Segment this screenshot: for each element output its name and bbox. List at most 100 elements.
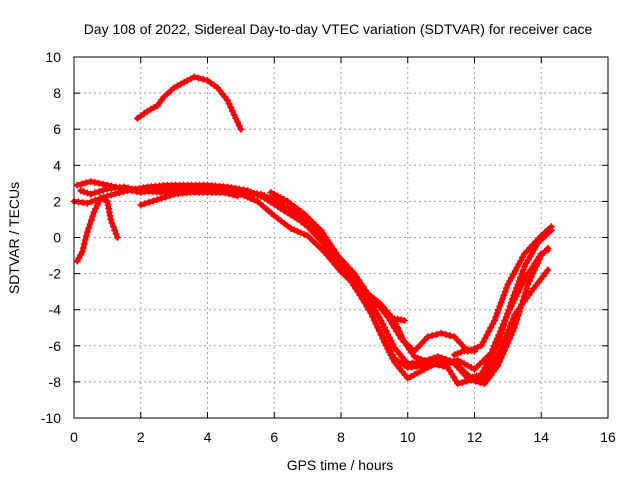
- data-point-marker: [518, 300, 526, 308]
- data-point-marker: [145, 198, 153, 206]
- data-point-marker: [108, 182, 115, 190]
- data-point-marker: [387, 351, 395, 359]
- data-point-marker: [410, 353, 418, 361]
- data-point-marker: [547, 226, 555, 234]
- data-point-marker: [297, 229, 305, 237]
- data-point-marker: [372, 320, 380, 328]
- data-point-marker: [463, 377, 471, 385]
- data-point-marker: [290, 226, 298, 234]
- data-point-marker: [491, 356, 499, 364]
- data-point-marker: [149, 186, 157, 194]
- data-point-marker: [220, 188, 228, 196]
- data-point-marker: [474, 343, 482, 351]
- data-point-marker: [103, 181, 111, 189]
- data-point-marker: [493, 309, 501, 317]
- data-point-marker: [454, 380, 462, 388]
- data-point-marker: [153, 186, 161, 193]
- data-point-marker: [404, 360, 412, 368]
- data-point-marker: [112, 230, 120, 238]
- data-point-marker: [458, 379, 466, 386]
- series-arc-5: [270, 194, 552, 388]
- data-point-marker: [83, 189, 91, 197]
- data-point-marker: [374, 324, 382, 332]
- data-point-marker: [428, 332, 436, 340]
- data-point-marker: [116, 184, 124, 192]
- data-point-marker: [360, 299, 368, 306]
- data-point-marker: [93, 201, 101, 209]
- data-point-marker: [87, 216, 95, 224]
- data-point-marker: [435, 361, 443, 369]
- data-point-marker: [379, 335, 387, 343]
- data-point-marker: [124, 186, 132, 194]
- data-point-marker: [498, 329, 505, 337]
- data-point-marker: [513, 284, 521, 292]
- data-point-marker: [80, 240, 88, 248]
- data-point-marker: [499, 350, 507, 358]
- data-point-marker: [166, 192, 174, 199]
- x-axis-label: GPS time / hours: [287, 457, 394, 473]
- x-tick-label: 6: [270, 429, 278, 445]
- data-point-marker: [397, 331, 405, 339]
- data-point-marker: [377, 331, 385, 339]
- data-point-marker: [507, 299, 515, 306]
- x-tick-label: 8: [337, 429, 345, 445]
- data-point-marker: [128, 187, 136, 195]
- data-point-marker: [153, 196, 161, 204]
- data-point-marker: [224, 96, 231, 104]
- data-point-marker: [502, 314, 510, 322]
- data-point-marker: [105, 205, 113, 213]
- data-point-marker: [515, 308, 523, 316]
- data-point-marker: [149, 197, 157, 205]
- data-point-marker: [509, 328, 517, 335]
- data-point-marker: [467, 346, 475, 354]
- data-point-marker: [437, 329, 445, 337]
- data-point-marker: [141, 188, 149, 196]
- data-point-marker: [137, 188, 145, 196]
- data-point-marker: [544, 266, 552, 274]
- y-tick-label: -10: [41, 410, 61, 426]
- data-point-marker: [471, 347, 478, 355]
- data-point-marker: [382, 327, 390, 335]
- data-point-marker: [473, 372, 481, 380]
- data-point-marker: [264, 193, 272, 201]
- y-tick-label: -8: [49, 374, 62, 390]
- series-arc-7: [73, 194, 121, 265]
- series-arc-4: [267, 188, 555, 382]
- data-point-marker: [414, 354, 422, 362]
- data-point-marker: [87, 198, 95, 206]
- data-point-marker: [232, 114, 240, 122]
- data-point-marker: [112, 183, 120, 191]
- chart-title: Day 108 of 2022, Sidereal Day-to-day VTE…: [84, 21, 593, 37]
- data-point-marker: [424, 333, 432, 341]
- data-point-marker: [514, 312, 522, 320]
- data-point-marker: [82, 232, 90, 240]
- data-point-marker: [95, 179, 103, 187]
- data-point-marker: [108, 219, 116, 227]
- data-point-marker: [518, 270, 526, 278]
- data-point-marker: [300, 230, 308, 238]
- data-point-marker: [405, 345, 413, 353]
- data-point-marker: [522, 288, 529, 296]
- data-point-marker: [99, 180, 107, 188]
- data-point-marker: [234, 118, 241, 126]
- data-point-marker: [514, 280, 522, 288]
- data-point-marker: [510, 291, 518, 299]
- data-point-marker: [399, 335, 407, 343]
- data-point-marker: [111, 226, 119, 234]
- data-point-marker: [78, 248, 86, 256]
- data-point-marker: [158, 194, 166, 202]
- data-point-marker: [494, 362, 502, 370]
- data-point-marker: [499, 295, 506, 303]
- data-point-marker: [501, 347, 508, 354]
- data-point-marker: [523, 284, 531, 292]
- data-point-marker: [477, 342, 485, 350]
- y-tick-label: 8: [53, 85, 61, 101]
- data-point-marker: [294, 227, 302, 235]
- data-point-marker: [400, 317, 408, 324]
- data-point-marker: [195, 74, 203, 82]
- data-point-marker: [260, 192, 268, 200]
- data-point-marker: [234, 192, 241, 200]
- data-point-marker: [237, 125, 245, 133]
- series-arc-9: [451, 345, 478, 359]
- data-point-marker: [235, 122, 243, 130]
